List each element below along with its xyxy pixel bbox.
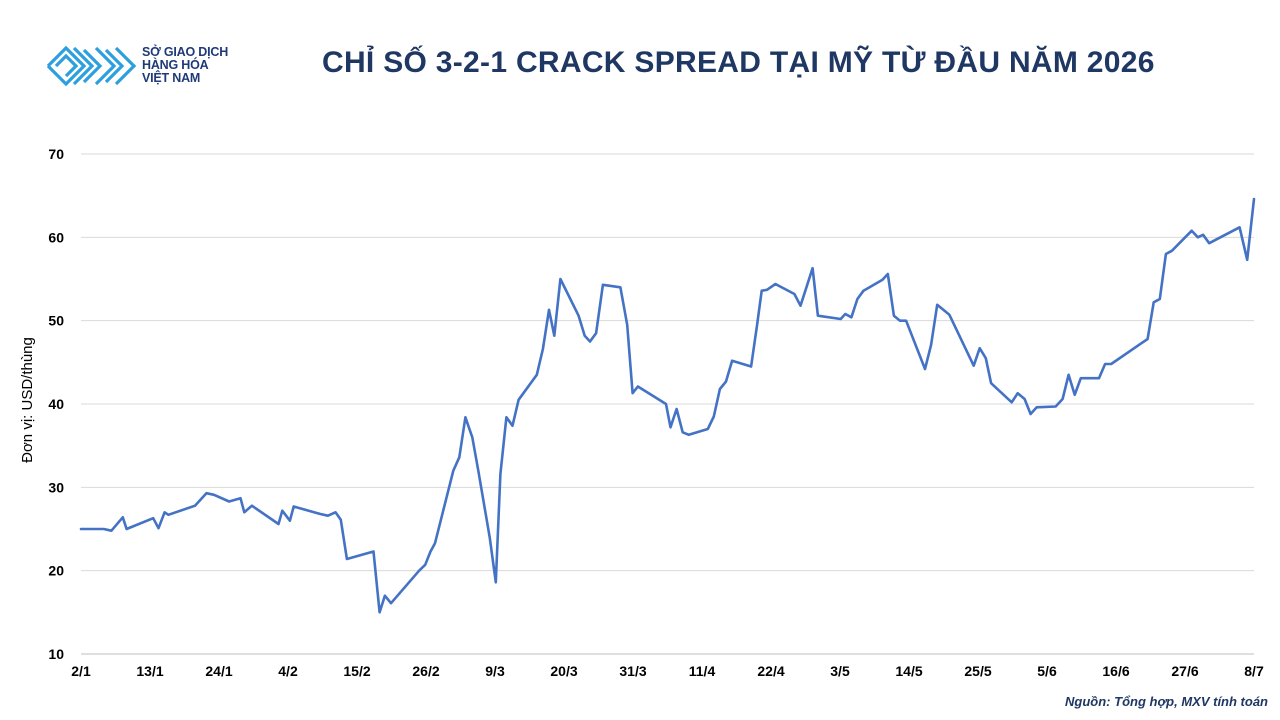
x-tick-label: 25/5 [964, 663, 991, 679]
x-tick-label: 24/1 [205, 663, 232, 679]
x-tick-label: 2/1 [71, 663, 91, 679]
logo-line-3: VIỆT NAM [142, 71, 201, 85]
logo: SỞ GIAO DỊCH HÀNG HÓA VIỆT NAM [44, 44, 244, 92]
gridlines [81, 153, 1254, 655]
logo-chevron-icon [46, 45, 137, 87]
logo-line-1: SỞ GIAO DỊCH [142, 45, 229, 59]
x-tick-label: 26/2 [412, 663, 439, 679]
y-tick-label: 10 [48, 646, 64, 662]
y-tick-label: 60 [48, 229, 64, 245]
x-tick-label: 20/3 [550, 663, 577, 679]
series-line [79, 197, 1256, 614]
source-note: Nguồn: Tổng hợp, MXV tính toán [1065, 694, 1268, 709]
series [79, 197, 1256, 614]
x-tick-label: 27/6 [1171, 663, 1198, 679]
y-axis-label: Đơn vị: USD/thùng [19, 337, 36, 463]
logo-text: SỞ GIAO DỊCH HÀNG HÓA VIỆT NAM [142, 46, 228, 85]
x-tick-label: 31/3 [619, 663, 646, 679]
x-tick-label: 3/5 [830, 663, 850, 679]
y-tick-label: 20 [48, 563, 64, 579]
x-axis-ticks: 2/1 13/1 24/1 4/2 15/2 26/2 9/3 20/3 31/3 11/4 22/… [71, 663, 1264, 679]
x-tick-label: 9/3 [485, 663, 505, 679]
y-tick-label: 50 [48, 313, 64, 329]
x-tick-label: 14/5 [895, 663, 922, 679]
y-tick-label: 40 [48, 396, 64, 412]
y-axis-ticks: 10 20 30 40 50 60 70 [48, 146, 64, 662]
x-tick-label: 22/4 [757, 663, 784, 679]
logo-line-2: HÀNG HÓA [142, 58, 209, 72]
x-tick-label: 4/2 [278, 663, 298, 679]
y-tick-label: 30 [48, 479, 64, 495]
chart-title: CHỈ SỐ 3-2-1 CRACK SPREAD TẠI MỸ TỪ ĐẦU … [322, 46, 1155, 79]
x-tick-label: 5/6 [1037, 663, 1057, 679]
x-tick-label: 16/6 [1102, 663, 1129, 679]
y-tick-label: 70 [48, 146, 64, 162]
x-tick-label: 8/7 [1244, 663, 1264, 679]
x-tick-label: 13/1 [136, 663, 163, 679]
x-tick-label: 15/2 [343, 663, 370, 679]
x-tick-label: 11/4 [689, 663, 716, 679]
